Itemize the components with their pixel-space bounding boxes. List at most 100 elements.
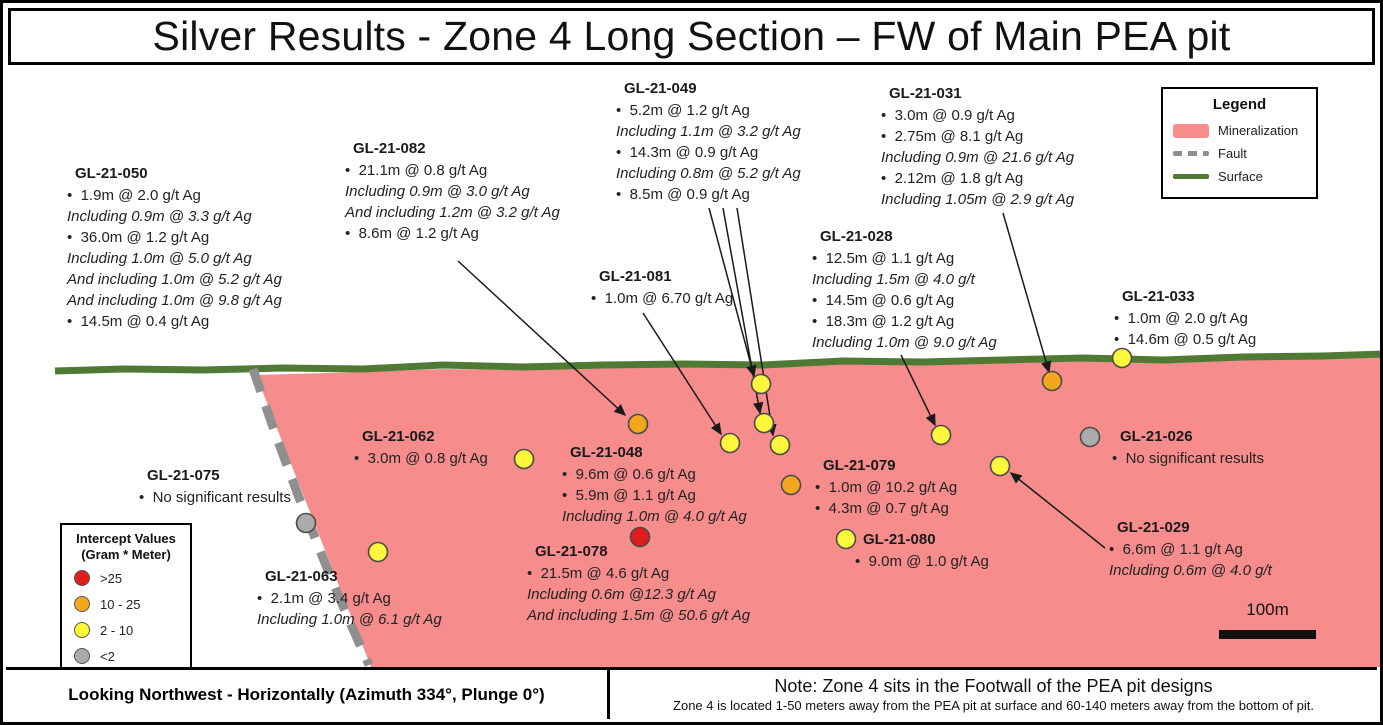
annotation-arrow bbox=[1009, 472, 1106, 549]
intercept-grade-2-10: 2 - 10 bbox=[62, 619, 190, 641]
intercept-values-subtitle: (Gram * Meter) bbox=[81, 547, 171, 562]
legend-label: Surface bbox=[1218, 169, 1263, 184]
intercept-line: Including 1.0m @ 5.0 g/t Ag bbox=[67, 250, 252, 267]
intercept-line: • 5.9m @ 1.1 g/t Ag bbox=[562, 487, 696, 504]
intercept-grade-lt2: <2 bbox=[62, 645, 190, 667]
hole-annotation-GL-21-075: GL-21-075 • No significant results bbox=[133, 465, 291, 508]
intercept-line: Including 1.5m @ 4.0 g/t bbox=[812, 271, 975, 288]
intercept-line: • 5.2m @ 1.2 g/t Ag bbox=[616, 102, 750, 119]
hole-annotation-GL-21-029: GL-21-029 • 6.6m @ 1.1 g/t Ag Including 0.… bbox=[1103, 517, 1272, 581]
hole-id: GL-21-081 bbox=[599, 268, 672, 285]
annotation-arrow bbox=[900, 354, 936, 427]
intercept-line: • 6.6m @ 1.1 g/t Ag bbox=[1109, 541, 1243, 558]
intercept-line: And including 1.5m @ 50.6 g/t Ag bbox=[527, 607, 751, 624]
intercept-line: • 36.0m @ 1.2 g/t Ag bbox=[67, 229, 210, 246]
intercept-line: Including 0.9m @ 3.0 g/t Ag bbox=[345, 183, 530, 200]
intercept-line: Including 1.1m @ 3.2 g/t Ag bbox=[616, 123, 801, 140]
intercept-dot bbox=[753, 412, 775, 434]
intercept-line: Including 0.9m @ 21.6 g/t Ag bbox=[881, 149, 1075, 166]
intercept-line: • 21.5m @ 4.6 g/t Ag bbox=[527, 565, 670, 582]
hole-id: GL-21-028 bbox=[820, 228, 893, 245]
intercept-line: Including 1.0m @ 6.1 g/t Ag bbox=[257, 611, 442, 628]
intercept-line: And including 1.2m @ 3.2 g/t Ag bbox=[345, 204, 560, 221]
annotation-arrow bbox=[736, 207, 777, 437]
grade-label: 2 - 10 bbox=[100, 622, 134, 638]
legend-title: Legend bbox=[1212, 96, 1267, 113]
intercept-line: Including 0.6m @ 4.0 g/t bbox=[1109, 562, 1272, 579]
hole-annotation-GL-21-031: GL-21-031 • 3.0m @ 0.9 g/t Ag • 2.75m @ 8.… bbox=[875, 83, 1074, 210]
view-orientation-text: Looking Northwest - Horizontally (Azimut… bbox=[6, 670, 610, 719]
intercept-dot bbox=[930, 424, 952, 446]
intercept-line: • 2.1m @ 3.4 g/t Ag bbox=[257, 590, 391, 607]
legend-label: Fault bbox=[1218, 146, 1247, 161]
intercept-dot bbox=[769, 434, 791, 456]
hole-annotation-GL-21-026: GL-21-026 • No significant results bbox=[1106, 426, 1264, 469]
intercept-grade-gt25: >25 bbox=[62, 567, 190, 589]
intercept-values-title: Intercept Values bbox=[76, 531, 176, 546]
surface-line bbox=[54, 350, 1380, 375]
intercept-line: • 4.3m @ 0.7 g/t Ag bbox=[815, 500, 949, 517]
intercept-line: • 8.5m @ 0.9 g/t Ag bbox=[616, 186, 750, 203]
grade-dot-gray bbox=[74, 648, 90, 664]
intercept-line: • 14.6m @ 0.5 g/t Ag bbox=[1114, 331, 1257, 348]
hole-id: GL-21-033 bbox=[1122, 288, 1195, 305]
grade-label: 10 - 25 bbox=[100, 596, 141, 612]
intercept-line: • 14.5m @ 0.6 g/t Ag bbox=[812, 292, 955, 309]
hole-id: GL-21-082 bbox=[353, 140, 426, 157]
hole-id: GL-21-078 bbox=[535, 543, 608, 560]
intercept-grade-10-25: 10 - 25 bbox=[62, 593, 190, 615]
hole-annotation-GL-21-028: GL-21-028 • 12.5m @ 1.1 g/t Ag Including 1… bbox=[806, 226, 997, 353]
intercept-dot bbox=[1079, 426, 1101, 448]
note-title: Note: Zone 4 sits in the Footwall of the… bbox=[774, 676, 1213, 696]
legend-label: Mineralization bbox=[1218, 123, 1299, 138]
hole-id: GL-21-026 bbox=[1120, 428, 1193, 445]
hole-annotation-GL-21-062: GL-21-062 • 3.0m @ 0.8 g/t Ag bbox=[348, 426, 488, 469]
fault-swatch bbox=[1173, 151, 1209, 156]
intercept-line: Including 0.8m @ 5.2 g/t Ag bbox=[616, 165, 801, 182]
hole-annotation-GL-21-049: GL-21-049 • 5.2m @ 1.2 g/t Ag Including 1.… bbox=[610, 78, 801, 205]
intercept-dot bbox=[989, 455, 1011, 477]
intercept-line: • 9.0m @ 1.0 g/t Ag bbox=[855, 553, 989, 570]
intercept-values-box: Intercept Values (Gram * Meter) >25 10 -… bbox=[60, 523, 192, 675]
grade-label: <2 bbox=[100, 648, 115, 664]
footer-note: Note: Zone 4 sits in the Footwall of the… bbox=[610, 670, 1377, 719]
note-body: Zone 4 is located 1-50 meters away from … bbox=[673, 698, 1314, 713]
annotation-arrow bbox=[1002, 212, 1052, 374]
intercept-dot bbox=[835, 528, 857, 550]
intercept-line: • No significant results bbox=[1112, 450, 1264, 467]
hole-id: GL-21-080 bbox=[863, 531, 936, 548]
intercept-dot bbox=[513, 448, 535, 470]
intercept-line: • 8.6m @ 1.2 g/t Ag bbox=[345, 225, 479, 242]
hole-annotation-GL-21-081: GL-21-081 • 1.0m @ 6.70 g/t Ag bbox=[585, 266, 733, 309]
hole-id: GL-21-063 bbox=[265, 568, 338, 585]
intercept-line: • 1.0m @ 10.2 g/t Ag bbox=[815, 479, 958, 496]
hole-annotation-GL-21-082: GL-21-082 • 21.1m @ 0.8 g/t Ag Including 0… bbox=[339, 138, 560, 244]
hole-id: GL-21-075 bbox=[147, 467, 220, 484]
intercept-line: • 12.5m @ 1.1 g/t Ag bbox=[812, 250, 955, 267]
grade-dot-red bbox=[74, 570, 90, 586]
intercept-line: • 3.0m @ 0.9 g/t Ag bbox=[881, 107, 1015, 124]
hole-id: GL-21-031 bbox=[889, 85, 962, 102]
intercept-dot bbox=[780, 474, 802, 496]
hole-annotation-GL-21-079: GL-21-079 • 1.0m @ 10.2 g/t Ag • 4.3m @ 0.… bbox=[809, 455, 957, 519]
intercept-dot bbox=[719, 432, 741, 454]
intercept-line: Including 1.0m @ 4.0 g/t Ag bbox=[562, 508, 747, 525]
intercept-dot bbox=[629, 526, 651, 548]
scale-bar bbox=[1219, 630, 1316, 639]
intercept-line: • 1.0m @ 6.70 g/t Ag bbox=[591, 290, 734, 307]
page-title: Silver Results - Zone 4 Long Section – F… bbox=[152, 13, 1231, 59]
hole-annotation-GL-21-078: GL-21-078 • 21.5m @ 4.6 g/t Ag Including 0… bbox=[521, 541, 750, 626]
grade-dot-yellow bbox=[74, 622, 90, 638]
hole-id: GL-21-049 bbox=[624, 80, 697, 97]
intercept-line: • 1.9m @ 2.0 g/t Ag bbox=[67, 187, 201, 204]
hole-annotation-GL-21-080: GL-21-080 • 9.0m @ 1.0 g/t Ag bbox=[849, 529, 989, 572]
intercept-dot bbox=[367, 541, 389, 563]
hole-id: GL-21-062 bbox=[362, 428, 435, 445]
intercept-dot bbox=[295, 512, 317, 534]
intercept-line: Including 1.0m @ 9.0 g/t Ag bbox=[812, 334, 997, 351]
annotation-arrow bbox=[457, 260, 627, 417]
title-bar: Silver Results - Zone 4 Long Section – F… bbox=[8, 8, 1375, 65]
intercept-line: Including 1.05m @ 2.9 g/t Ag bbox=[881, 191, 1075, 208]
hole-id: GL-21-048 bbox=[570, 444, 643, 461]
